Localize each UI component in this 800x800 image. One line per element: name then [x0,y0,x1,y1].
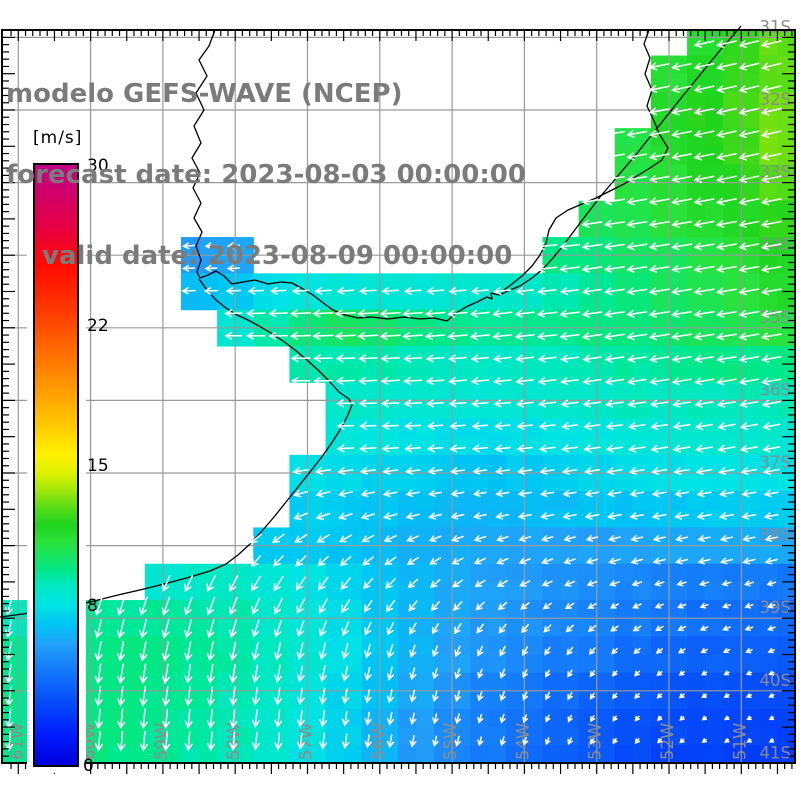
colorbar [33,163,79,767]
colorbar-tick-0: 0 [83,756,94,776]
lon-label-57W: 57W [297,723,316,760]
lat-label-36S: 36S [760,380,791,399]
wind-direction-arrows [5,40,782,752]
lon-label-59W: 59W [152,723,171,760]
lat-label-41S: 41S [760,743,791,762]
lat-lon-gridlines [2,30,795,763]
lat-label-38S: 38S [760,526,791,545]
title-block: modelo GEFS-WAVE (NCEP) forecast date: 2… [6,27,526,324]
lat-label-40S: 40S [760,671,791,690]
colorbar-tick-15: 15 [87,456,109,476]
lat-label-35S: 35S [760,308,791,327]
map-frame-and-ticks [1,29,796,774]
lon-label-56W: 56W [369,723,388,760]
lat-label-39S: 39S [760,598,791,617]
colorbar-tick-22: 22 [87,316,109,336]
colorbar-tick-30: 30 [87,156,109,176]
lon-label-61W: 61W [7,723,26,760]
colorbar-tick-8: 8 [87,596,98,616]
colorbar-unit-label: [m/s] [33,128,83,148]
lat-label-33S: 33S [760,163,791,182]
lat-label-37S: 37S [760,453,791,472]
lat-label-31S: 31S [760,17,791,36]
lon-label-51W: 51W [730,723,749,760]
lon-label-55W: 55W [441,723,460,760]
forecast-date-line: forecast date: 2023-08-03 00:00:00 [6,160,526,190]
lon-label-52W: 52W [658,723,677,760]
valid-date-line: valid date: 2023-08-09 00:00:00 [42,241,513,271]
lat-label-32S: 32S [760,90,791,109]
model-title: modelo GEFS-WAVE (NCEP) [6,79,403,109]
